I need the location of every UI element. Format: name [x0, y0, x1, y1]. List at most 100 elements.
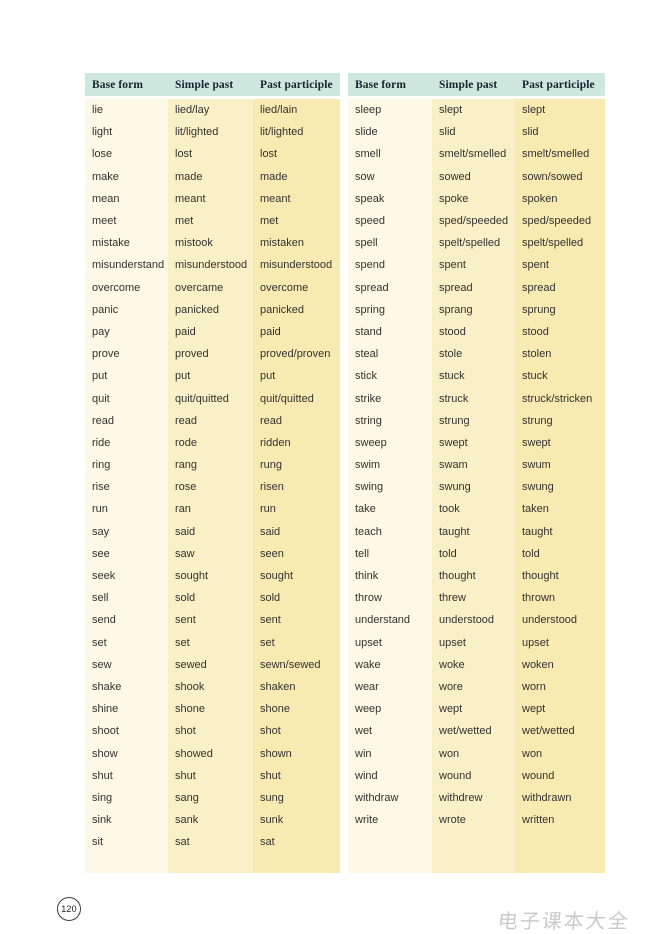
verb-cell: smell	[355, 148, 381, 161]
verb-cell: spread	[522, 281, 556, 294]
column-simple-past: slept slid smelt/smelled sowed spoke sped/spe…	[432, 99, 515, 873]
verb-cell: sought	[260, 570, 294, 583]
verb-cell: overcome	[260, 281, 309, 294]
verb-cell: spend	[355, 259, 385, 272]
verb-cell: shake	[92, 680, 122, 693]
verb-cell: overcome	[92, 281, 141, 294]
verb-cell: weep	[355, 703, 382, 716]
verb-cell: mistake	[92, 237, 130, 250]
verb-cell: understand	[355, 614, 411, 627]
verb-cell: strung	[522, 414, 553, 427]
verb-cell: took	[439, 503, 460, 516]
verb-cell: thought	[439, 570, 476, 583]
verb-table-right: Base form Simple past Past participle sl…	[348, 73, 605, 873]
table-body-left: lie light lose make mean meet mistake misunders…	[85, 99, 340, 873]
verb-cell: put	[175, 370, 191, 383]
verb-cell: quit	[92, 392, 110, 405]
verb-cell: tell	[355, 547, 370, 560]
verb-cell: shot	[260, 725, 281, 738]
verb-cell: swim	[355, 459, 381, 472]
column-base-form: sleep slide smell sow speak speed spell spend sp…	[348, 99, 432, 873]
verb-cell: swept	[439, 436, 468, 449]
verb-cell: thrown	[522, 592, 556, 605]
verb-cell: meant	[260, 192, 291, 205]
verb-cell: wet	[355, 725, 373, 738]
verb-cell: withdrawn	[522, 791, 572, 804]
verb-cell: spent	[522, 259, 549, 272]
verb-cell: speak	[355, 192, 385, 205]
verb-cell: rise	[92, 481, 110, 494]
verb-cell: struck	[439, 392, 469, 405]
verb-cell: ring	[92, 459, 111, 472]
verb-cell: spread	[439, 281, 473, 294]
verb-cell: set	[92, 636, 107, 649]
verb-cell: spell	[355, 237, 378, 250]
verb-cell: swam	[439, 459, 468, 472]
verb-cell: understood	[522, 614, 578, 627]
verb-cell: upset	[355, 636, 382, 649]
verb-cell: misunderstand	[92, 259, 165, 272]
verb-cell: woken	[522, 658, 554, 671]
verb-cell: shine	[92, 703, 119, 716]
column-header-past-participle: Past participle	[260, 78, 333, 91]
verb-cell: said	[175, 525, 196, 538]
verb-cell: spoke	[439, 192, 469, 205]
verb-cell: smelt/smelled	[439, 148, 507, 161]
verb-cell: spelt/spelled	[522, 237, 584, 250]
page-number-badge: 120	[57, 897, 81, 921]
verb-cell: overcame	[175, 281, 224, 294]
column-simple-past: lied/lay lit/lighted lost made meant met misto…	[168, 99, 253, 873]
verb-cell: spelt/spelled	[439, 237, 501, 250]
verb-cell: mistook	[175, 237, 213, 250]
verb-cell: won	[522, 747, 543, 760]
verb-cell: paid	[260, 325, 281, 338]
verb-cell: quit/quitted	[175, 392, 229, 405]
verb-cell: quit/quitted	[260, 392, 314, 405]
verb-cell: read	[92, 414, 115, 427]
verb-cell: pay	[92, 325, 110, 338]
verb-cell: teach	[355, 525, 382, 538]
verb-cell: lit/lighted	[175, 126, 219, 139]
verb-cell: showed	[175, 747, 213, 760]
verb-cell: shut	[260, 769, 281, 782]
verb-cell: slid	[439, 126, 456, 139]
verb-cell: upset	[439, 636, 466, 649]
verb-cell: lied/lain	[260, 104, 298, 117]
verb-cell: wound	[522, 769, 555, 782]
verb-cell: lost	[175, 148, 193, 161]
verb-cell: swung	[439, 481, 471, 494]
verb-cell: lied/lay	[175, 104, 210, 117]
verb-cell: said	[260, 525, 281, 538]
verb-cell: spring	[355, 303, 385, 316]
verb-cell: sent	[175, 614, 196, 627]
verb-cell: sewed	[175, 658, 207, 671]
verb-cell: set	[175, 636, 190, 649]
verb-cell: wept	[522, 703, 546, 716]
verb-cell: panic	[92, 303, 119, 316]
verb-cell: wrote	[439, 814, 466, 827]
verb-cell: sprang	[439, 303, 473, 316]
verb-cell: sunk	[260, 814, 284, 827]
verb-cell: shone	[260, 703, 290, 716]
verb-cell: sold	[260, 592, 281, 605]
verb-cell: withdrew	[439, 791, 483, 804]
verb-cell: swung	[522, 481, 554, 494]
verb-cell: set	[260, 636, 275, 649]
verb-cell: string	[355, 414, 382, 427]
verb-cell: made	[260, 170, 288, 183]
verb-cell: write	[355, 814, 379, 827]
verb-cell: sleep	[355, 104, 382, 117]
verb-cell: swept	[522, 436, 551, 449]
verb-cell: think	[355, 570, 379, 583]
verb-cell: put	[260, 370, 276, 383]
verb-cell: wet/wetted	[522, 725, 575, 738]
verb-cell: written	[522, 814, 555, 827]
verb-cell: meant	[175, 192, 206, 205]
verb-cell: send	[92, 614, 116, 627]
verb-cell: saw	[175, 547, 195, 560]
verb-cell: sat	[260, 836, 275, 849]
verb-cell: thought	[522, 570, 559, 583]
verb-cell: sewn/sewed	[260, 658, 321, 671]
verb-cell: told	[522, 547, 540, 560]
verb-cell: met	[260, 215, 279, 228]
